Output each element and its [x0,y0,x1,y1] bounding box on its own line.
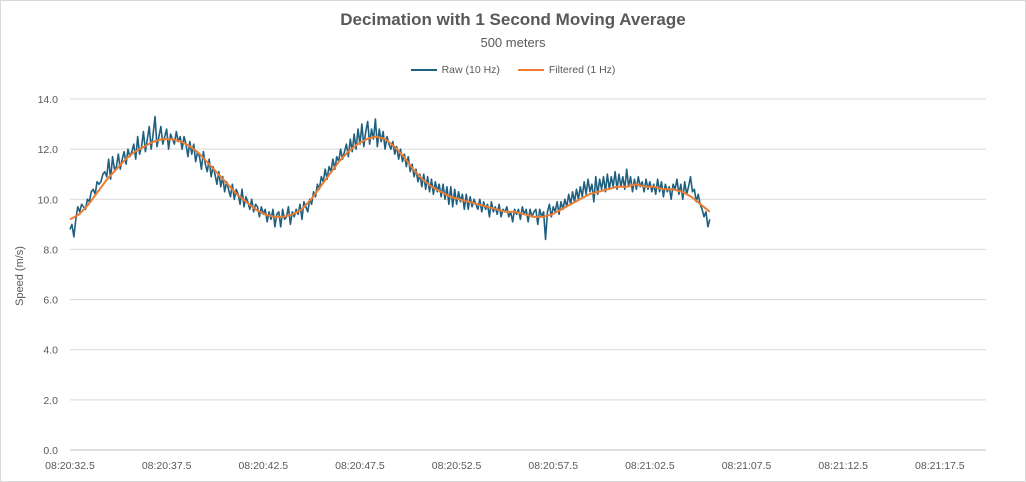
x-tick-label: 08:20:52.5 [432,460,482,472]
y-tick-label: 12.0 [38,144,59,156]
x-tick-label: 08:21:02.5 [625,460,675,472]
x-tick-label: 08:20:47.5 [335,460,385,472]
legend-label-raw: Raw (10 Hz) [441,64,500,76]
x-tick-label: 08:20:57.5 [528,460,578,472]
x-tick-label: 08:21:17.5 [915,460,965,472]
x-tick-label: 08:20:37.5 [142,460,192,472]
y-tick-label: 8.0 [43,244,58,256]
series-line-filtered [69,135,711,221]
y-tick-label: 4.0 [43,345,58,357]
legend-item-filtered[interactable]: Filtered (1 Hz) [517,64,616,76]
chart-title: Decimation with 1 Second Moving Average [340,10,686,29]
legend-label-filtered: Filtered (1 Hz) [548,64,616,76]
legend-swatch-filtered [517,69,544,71]
y-tick-label: 2.0 [43,395,58,407]
x-tick-label: 08:21:12.5 [818,460,868,472]
series-line-raw [69,115,711,241]
y-tick-label: 0.0 [43,445,58,457]
legend: Raw (10 Hz) Filtered (1 Hz) [0,64,1026,76]
y-tick-label: 6.0 [43,295,58,307]
x-tick-label: 08:20:42.5 [238,460,288,472]
x-tick-label: 08:21:07.5 [722,460,772,472]
legend-item-raw[interactable]: Raw (10 Hz) [410,64,500,76]
y-tick-label: 10.0 [38,194,59,206]
chart-subtitle: 500 meters [480,35,546,50]
legend-swatch-raw [410,69,437,71]
y-tick-label: 14.0 [38,94,59,106]
x-tick-label: 08:20:32.5 [45,460,95,472]
